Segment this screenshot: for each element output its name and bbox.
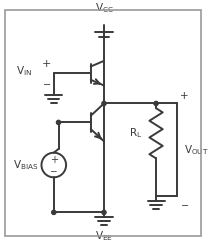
- Text: $\mathregular{V_{EE}}$: $\mathregular{V_{EE}}$: [95, 229, 113, 243]
- Text: $-$: $-$: [180, 199, 189, 209]
- Text: $\mathregular{V_{BIAS}}$: $\mathregular{V_{BIAS}}$: [13, 158, 39, 172]
- Circle shape: [154, 101, 158, 106]
- Text: $-$: $-$: [49, 165, 58, 174]
- Circle shape: [52, 210, 56, 214]
- Text: +: +: [42, 59, 51, 69]
- Text: +: +: [50, 155, 58, 165]
- Circle shape: [102, 101, 106, 106]
- Circle shape: [56, 120, 61, 124]
- Text: $\mathregular{V_{OUT}}$: $\mathregular{V_{OUT}}$: [184, 143, 208, 157]
- Text: $\mathregular{V_{CC}}$: $\mathregular{V_{CC}}$: [95, 2, 113, 15]
- Text: +: +: [180, 91, 188, 101]
- Circle shape: [102, 210, 106, 214]
- Text: $\mathregular{V_{IN}}$: $\mathregular{V_{IN}}$: [16, 64, 32, 78]
- Text: $\mathregular{R_L}$: $\mathregular{R_L}$: [130, 126, 143, 140]
- Text: $-$: $-$: [42, 78, 51, 88]
